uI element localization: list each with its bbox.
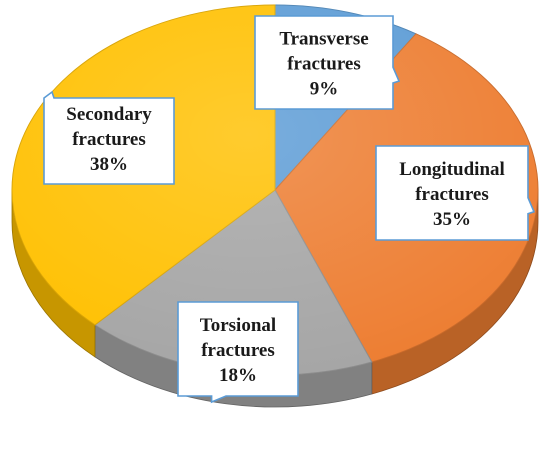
- slice-name-label: fractures: [201, 340, 275, 361]
- slice-value-label: 35%: [433, 209, 471, 230]
- slice-name-label: Secondary: [66, 104, 152, 125]
- callout-box: [43, 90, 175, 185]
- callout-torsional-fractures: Torsional fractures 18%: [177, 301, 299, 404]
- slice-name-label: Torsional: [200, 315, 276, 336]
- slice-value-label: 18%: [219, 365, 257, 386]
- slice-value-label: 38%: [90, 154, 128, 175]
- callout-transverse-fractures: Transverse fractures 9%: [254, 15, 401, 110]
- slice-name-label: Longitudinal: [399, 159, 505, 180]
- slice-name-label: Transverse: [279, 29, 368, 50]
- slice-value-label: 9%: [310, 79, 339, 100]
- slice-name-label: fractures: [415, 184, 489, 205]
- slice-name-label: fractures: [287, 54, 361, 75]
- slice-name-label: fractures: [72, 129, 146, 150]
- callout-box: [177, 301, 299, 404]
- callout-longitudinal-fractures: Longitudinal fractures 35%: [375, 145, 536, 241]
- callout-box: [375, 145, 536, 241]
- callout-secondary-fractures: Secondary fractures 38%: [43, 90, 175, 185]
- callout-box: [254, 15, 401, 110]
- slice-labels: Transverse fractures 9% Longitudinal fractur…: [43, 15, 536, 404]
